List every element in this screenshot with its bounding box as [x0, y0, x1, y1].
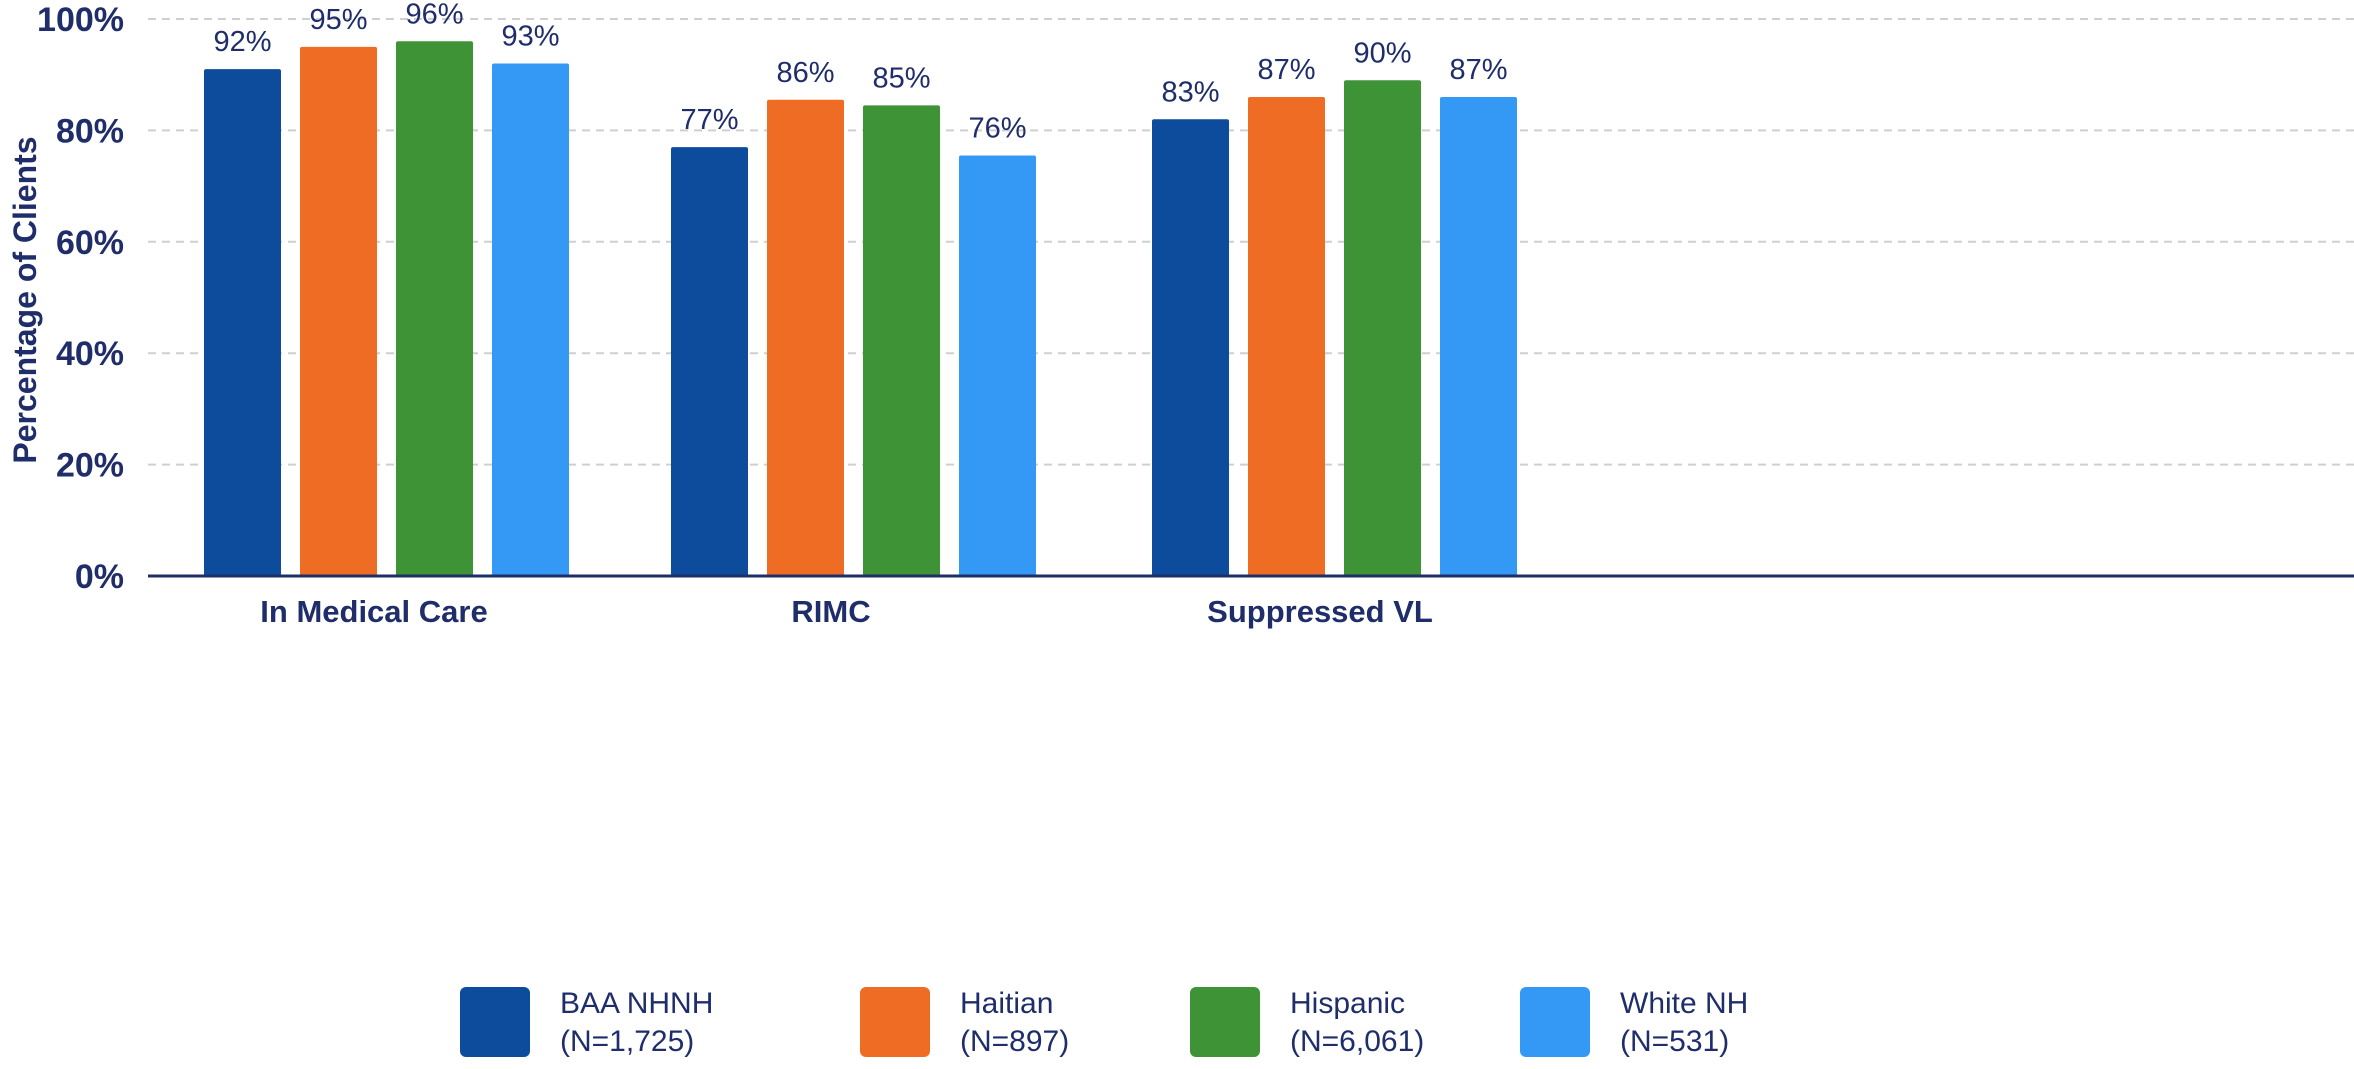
bar — [1440, 96, 1517, 576]
x-category-label: RIMC — [791, 594, 870, 629]
bar — [1152, 119, 1229, 576]
bar-value-label: 87% — [1449, 54, 1507, 86]
bar — [300, 46, 377, 577]
bar-value-label: 93% — [501, 21, 559, 53]
bar-value-label: 85% — [872, 62, 930, 94]
bar — [863, 105, 940, 577]
x-axis-categories: In Medical Care RIMC Suppressed VL — [260, 594, 1433, 629]
bar — [204, 69, 281, 576]
bar-value-label: 92% — [213, 26, 271, 58]
legend-series-name: Hispanic — [1290, 987, 1406, 1020]
y-tick-label: 60% — [56, 224, 124, 262]
legend-swatch — [860, 987, 930, 1057]
x-category-label: Suppressed VL — [1207, 594, 1433, 629]
legend-series-n: (N=531) — [1620, 1025, 1730, 1058]
legend-swatch — [1190, 987, 1260, 1057]
y-tick-label: 80% — [56, 112, 124, 150]
y-axis-label: Percentage of Clients — [7, 136, 43, 463]
bar-value-label: 86% — [776, 57, 834, 89]
legend-series-n: (N=1,725) — [560, 1025, 695, 1058]
bar — [492, 63, 569, 577]
bar — [396, 41, 473, 576]
legend-swatch — [1520, 987, 1590, 1057]
y-axis-ticks: 0% 20% 40% 60% 80% 100% — [37, 1, 124, 596]
bar-value-label: 76% — [968, 112, 1026, 144]
legend-label: Haitian (N=897) — [960, 985, 1069, 1061]
legend-series-n: (N=897) — [960, 1025, 1070, 1058]
bar — [767, 99, 844, 576]
bar-value-label: 95% — [309, 4, 367, 36]
bars — [204, 41, 1517, 577]
bar-value-label: 77% — [680, 104, 738, 136]
bar — [959, 155, 1036, 576]
bar-value-label: 87% — [1257, 54, 1315, 86]
bar — [671, 147, 748, 577]
legend: BAA NHNH (N=1,725) Haitian (N=897) Hispa… — [460, 985, 1960, 1069]
bar — [1248, 96, 1325, 576]
x-category-label: In Medical Care — [260, 594, 487, 629]
bar-value-label: 83% — [1161, 76, 1219, 108]
y-tick-label: 40% — [56, 335, 124, 373]
legend-label: BAA NHNH (N=1,725) — [560, 985, 713, 1061]
bar-value-label: 96% — [405, 0, 463, 30]
legend-series-name: BAA NHNH — [560, 987, 714, 1020]
y-tick-label: 0% — [75, 558, 124, 596]
legend-series-name: White NH — [1620, 987, 1749, 1020]
legend-label: White NH (N=531) — [1620, 985, 1748, 1061]
legend-label: Hispanic (N=6,061) — [1290, 985, 1424, 1061]
y-tick-label: 20% — [56, 447, 124, 485]
legend-series-name: Haitian — [960, 987, 1054, 1020]
y-tick-label: 100% — [37, 1, 124, 39]
bar — [1344, 80, 1421, 577]
legend-swatch — [460, 987, 530, 1057]
bar-value-label: 90% — [1353, 37, 1411, 69]
bar-data-labels: 92% 77% 83% 95% 86% 87% 96% 85% 90% 93% 76% 87% — [213, 0, 1507, 144]
legend-series-n: (N=6,061) — [1290, 1025, 1425, 1058]
